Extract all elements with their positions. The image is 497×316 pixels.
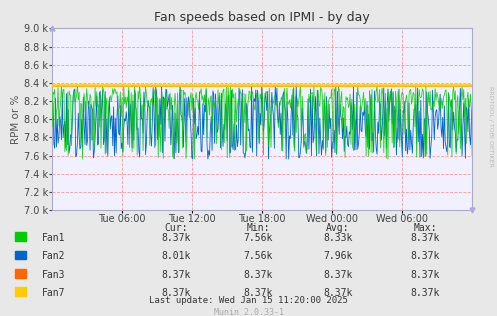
Text: Fan2: Fan2 (42, 251, 66, 261)
Text: 8.37k: 8.37k (323, 270, 353, 280)
Text: Fan1: Fan1 (42, 233, 66, 243)
Text: Cur:: Cur: (165, 223, 188, 233)
Text: 8.37k: 8.37k (410, 288, 440, 298)
Text: 8.33k: 8.33k (323, 233, 353, 243)
Title: Fan speeds based on IPMI - by day: Fan speeds based on IPMI - by day (154, 11, 370, 25)
Text: Last update: Wed Jan 15 11:20:00 2025: Last update: Wed Jan 15 11:20:00 2025 (149, 296, 348, 305)
Text: Max:: Max: (413, 223, 437, 233)
Y-axis label: RPM or %: RPM or % (11, 94, 21, 144)
Text: 8.37k: 8.37k (410, 270, 440, 280)
Text: 7.56k: 7.56k (244, 233, 273, 243)
Text: 8.37k: 8.37k (410, 251, 440, 261)
Text: 7.96k: 7.96k (323, 251, 353, 261)
Text: 8.37k: 8.37k (244, 270, 273, 280)
Text: Min:: Min: (247, 223, 270, 233)
Text: 8.37k: 8.37k (323, 288, 353, 298)
Text: 8.01k: 8.01k (162, 251, 191, 261)
Text: Fan7: Fan7 (42, 288, 66, 298)
Text: Avg:: Avg: (326, 223, 350, 233)
Text: 8.37k: 8.37k (162, 270, 191, 280)
Text: Fan3: Fan3 (42, 270, 66, 280)
Text: 8.37k: 8.37k (162, 233, 191, 243)
Text: 8.37k: 8.37k (410, 233, 440, 243)
Text: RRDTOOL / TOBI OETIKER: RRDTOOL / TOBI OETIKER (489, 86, 494, 167)
Text: 7.56k: 7.56k (244, 251, 273, 261)
Text: Munin 2.0.33-1: Munin 2.0.33-1 (214, 308, 283, 316)
Text: 8.37k: 8.37k (244, 288, 273, 298)
Text: 8.37k: 8.37k (162, 288, 191, 298)
